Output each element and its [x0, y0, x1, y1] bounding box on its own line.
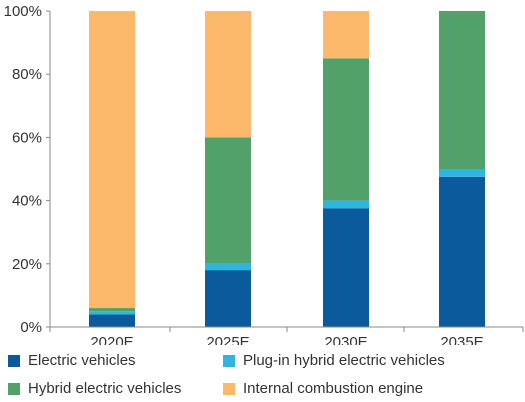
bar-segment-2025e-hybrid-electric-vehicles: [205, 137, 251, 264]
legend-item-electric-vehicles: Electric vehicles: [8, 352, 223, 370]
x-tick-label-2020e: 2020E: [90, 334, 133, 345]
chart-plot: 0% 20% 40% 60% 80% 100% 2020E 2025E 2030E 2035E: [4, 3, 524, 351]
legend-item-hybrid-electric: Hybrid electric vehicles: [8, 380, 223, 398]
legend-label-plug-in-hybrid: Plug-in hybrid electric vehicles: [243, 352, 445, 369]
legend-swatch-electric-vehicles: [8, 355, 20, 367]
bar-segment-2035e-electric-vehicles: [439, 176, 485, 327]
y-tick-label-0: 0%: [20, 319, 42, 336]
bar-segment-2030e-internal-combustion-engine: [323, 11, 369, 59]
y-tick-label-40: 40%: [12, 193, 42, 210]
y-tick-label-80: 80%: [12, 66, 42, 83]
bar-segment-2020e-electric-vehicles: [89, 314, 135, 327]
y-tick-label-20: 20%: [12, 256, 42, 273]
bar-segment-2025e-internal-combustion-engine: [205, 11, 251, 138]
x-tick-label-2035e: 2035E: [440, 334, 483, 345]
bar-segment-2020e-internal-combustion-engine: [89, 11, 135, 309]
legend-item-plug-in-hybrid: Plug-in hybrid electric vehicles: [223, 352, 518, 370]
bar-segment-2030e-hybrid-electric-vehicles: [323, 58, 369, 201]
y-tick-label-100: 100%: [4, 3, 42, 20]
bar-segment-2035e-hybrid-electric-vehicles: [439, 11, 485, 169]
legend-item-internal-combustion: Internal combustion engine: [223, 380, 518, 398]
legend-label-hybrid-electric: Hybrid electric vehicles: [28, 380, 182, 397]
bar-segment-2025e-electric-vehicles: [205, 270, 251, 327]
bar-segment-2020e-plug-in-hybrid-electric-vehicles: [89, 311, 135, 315]
legend-swatch-internal-combustion: [223, 383, 235, 395]
legend-label-electric-vehicles: Electric vehicles: [28, 352, 136, 369]
bar-segment-2030e-electric-vehicles: [323, 208, 369, 327]
y-tick-label-60: 60%: [12, 129, 42, 146]
legend-label-internal-combustion: Internal combustion engine: [243, 380, 424, 397]
legend-swatch-hybrid-electric: [8, 383, 20, 395]
legend: Electric vehicles Plug-in hybrid electri…: [8, 352, 518, 398]
legend-swatch-plug-in-hybrid: [223, 355, 235, 367]
x-tick-label-2030e: 2030E: [324, 334, 367, 345]
bar-segment-2020e-hybrid-electric-vehicles: [89, 308, 135, 312]
x-tick-label-2025e: 2025E: [206, 334, 249, 345]
bar-segment-2025e-plug-in-hybrid-electric-vehicles: [205, 263, 251, 271]
bar-segment-2030e-plug-in-hybrid-electric-vehicles: [323, 200, 369, 209]
bar-segment-2035e-plug-in-hybrid-electric-vehicles: [439, 169, 485, 177]
